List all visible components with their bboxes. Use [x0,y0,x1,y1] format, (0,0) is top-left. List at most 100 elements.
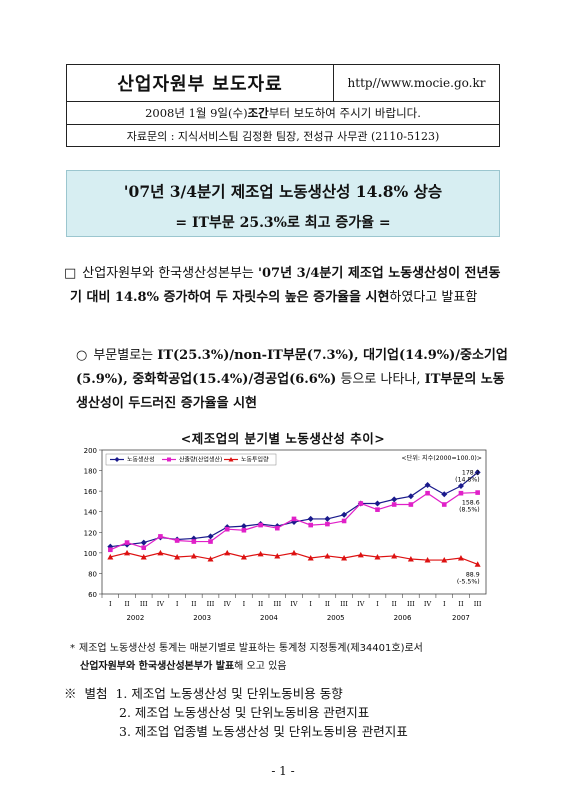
annex-item[interactable]: 2. 제조업 노동생산성 및 단위노동비용 관련지표 [119,705,370,720]
x-quarter-label: IV [224,600,232,608]
data-point [457,483,464,489]
headline-main: '07년 3/4분기 제조업 노동생산성 14.8% 상승 [123,182,443,201]
data-point [475,490,480,495]
data-point [191,539,197,544]
data-point [158,534,163,539]
x-quarter-label: II [325,600,331,608]
data-point [375,507,380,512]
press-release-title: 산업자원부 보도자료 [67,65,334,101]
data-point [190,552,197,559]
ministry-url[interactable]: http//www.mocie.go.kr [347,76,486,90]
y-tick-label: 140 [84,509,97,517]
legend-label: 산출량(산업생산) [179,456,222,464]
data-point [275,525,280,531]
data-point [425,490,430,496]
data-point [291,549,297,556]
x-quarter-label: I [176,600,179,608]
data-point [207,556,214,562]
x-year-label: 2005 [327,614,345,622]
x-quarter-label: I [243,600,246,608]
paragraph-sectors: ○ 부문별로는 IT(25.3%)/non-IT부문(7.3%), 대기업(14.… [76,348,508,411]
data-point [174,538,180,543]
embargo-line: 2008년 1월 9일(수) 조간 부터 보도하여 주시기 바랍니다. [67,102,499,125]
data-point [107,553,114,560]
x-quarter-label: I [309,600,312,608]
x-quarter-label: II [392,600,398,608]
x-year-label: 2007 [452,614,470,622]
end-value-label: 178.2 [462,469,480,476]
data-point [307,515,314,522]
data-point [324,552,331,559]
data-point [157,549,164,556]
x-quarter-label: II [191,600,197,608]
end-pct-label: (14.8%) [455,476,479,483]
data-point [140,539,147,546]
x-quarter-label: I [443,600,446,608]
x-quarter-label: III [474,600,482,608]
data-point [374,553,381,560]
data-point [240,553,247,560]
end-pct-label: (-5.5%) [457,578,480,585]
data-point [207,533,214,540]
y-tick-label: 180 [84,468,97,476]
chart-title: <제조업의 분기별 노동생산성 추이> [180,431,386,446]
data-point [408,502,414,507]
y-tick-label: 100 [84,550,97,558]
x-quarter-label: II [258,600,264,608]
legend-marker [114,457,120,462]
x-year-label: 2004 [260,614,278,622]
data-point [240,523,247,530]
data-point [357,551,364,558]
x-quarter-label: II [124,600,130,608]
data-point [391,496,398,503]
data-point [140,553,147,560]
annex-item[interactable]: 3. 제조업 업종별 노동생산성 및 단위노동비용 관련지표 [119,724,408,739]
end-value-label: 158.6 [462,500,480,507]
data-point [324,515,331,522]
data-point [107,543,114,550]
data-point [141,545,147,551]
y-tick-label: 160 [84,488,97,496]
data-point [441,491,448,498]
data-point [341,511,348,518]
y-tick-label: 80 [88,570,97,578]
data-point [241,527,247,533]
data-point [174,553,181,560]
headline-sub: = IT부문 25.3%로 최고 증가율 = [175,215,391,231]
y-tick-label: 200 [84,447,97,455]
data-point [441,502,447,507]
y-tick-label: 60 [88,591,97,599]
data-point [124,549,131,556]
data-point [124,540,130,545]
paragraph-summary: □ 산업자원부와 한국생산성본부는 '07년 3/4분기 제조업 노동생산성이 전… [64,266,501,305]
data-point [258,522,263,528]
x-quarter-label: III [340,600,348,608]
x-year-label: 2006 [394,614,412,622]
data-point [458,490,464,496]
data-point [358,501,364,506]
x-quarter-label: III [273,600,281,608]
data-point [457,555,464,561]
page-number: - 1 - [271,764,295,778]
contact-line: 자료문의 : 지식서비스팀 김정환 팀장, 전성규 사무관 (2110-5123… [126,129,440,143]
end-pct-label: (8.5%) [459,507,480,514]
data-point [407,493,414,500]
headline-box: '07년 3/4분기 제조업 노동생산성 14.8% 상승 = IT부문 25.… [66,170,500,237]
data-point [374,500,381,507]
x-quarter-label: IV [357,600,365,608]
annex-item[interactable]: 1. 제조업 노동생산성 및 단위노동비용 동향 [115,686,343,701]
data-point [291,516,297,522]
annex-list: ※ 별첨 1. 제조업 노동생산성 및 단위노동비용 동향 2. 제조업 노동생… [64,686,408,739]
x-year-label: 2002 [126,614,144,622]
x-quarter-label: III [207,600,215,608]
x-quarter-label: IV [157,600,165,608]
unit-note: <단위: 지수(2000=100.0)> [401,454,482,462]
x-quarter-label: III [407,600,415,608]
x-quarter-label: IV [290,600,298,608]
x-year-label: 2003 [193,614,211,622]
legend-marker [167,457,171,462]
data-point [424,481,431,488]
data-point [407,556,414,562]
x-quarter-label: I [109,600,112,608]
